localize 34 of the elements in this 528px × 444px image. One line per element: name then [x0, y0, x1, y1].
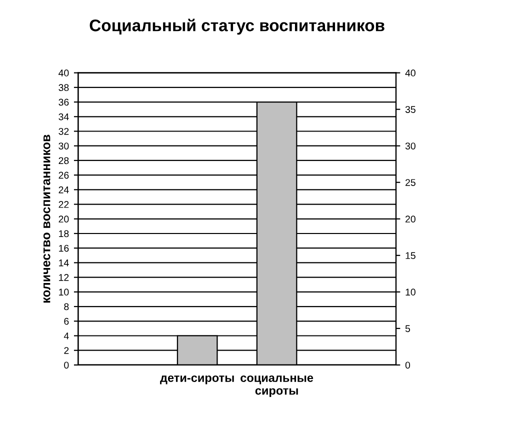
y-tick-label: 18: [59, 230, 69, 238]
y-tick-label: 24: [58, 186, 69, 194]
x-tick-label: социальные сироты: [240, 376, 314, 398]
y-tick-label: 4: [64, 332, 69, 340]
y-tick-label: 32: [58, 128, 69, 135]
x-tick-label: дети-сироты: [160, 375, 234, 384]
y2-tick-label: 15: [406, 252, 416, 260]
y2-tick-label: 10: [406, 288, 416, 296]
y-tick-label: 12: [59, 274, 69, 281]
y-tick-label: 30: [58, 142, 69, 150]
y2-tick-label: 25: [406, 179, 416, 186]
y-tick-label: 40: [58, 70, 69, 76]
y-tick-label: 0: [64, 362, 69, 369]
y-tick-label: 28: [58, 157, 69, 164]
y-tick-label: 10: [59, 288, 69, 296]
y-tick-label: 36: [58, 98, 69, 106]
y2-tick-label: 5: [405, 325, 410, 332]
y-tick-label: 6: [64, 318, 69, 325]
y-tick-label: 20: [58, 216, 69, 223]
y2-tick-label: 40: [405, 70, 416, 76]
y2-tick-label: 30: [405, 142, 416, 150]
y-tick-label: 14: [59, 260, 69, 266]
y-tick-label: 2: [64, 347, 69, 354]
y2-tick-label: 35: [405, 106, 416, 113]
y2-tick-label: 20: [406, 216, 416, 223]
chart-title: Социальный статус воспитанников: [90, 18, 384, 35]
y-tick-label: 22: [58, 201, 69, 208]
y2-tick-label: 0: [405, 362, 410, 369]
y-tick-label: 38: [58, 84, 69, 92]
y-tick-label: 34: [58, 113, 69, 120]
y-tick-label: 8: [64, 303, 69, 310]
y-tick-label: 26: [58, 172, 69, 179]
y-tick-label: 16: [59, 244, 69, 252]
y-axis-title: количество воспитанников: [43, 134, 50, 303]
